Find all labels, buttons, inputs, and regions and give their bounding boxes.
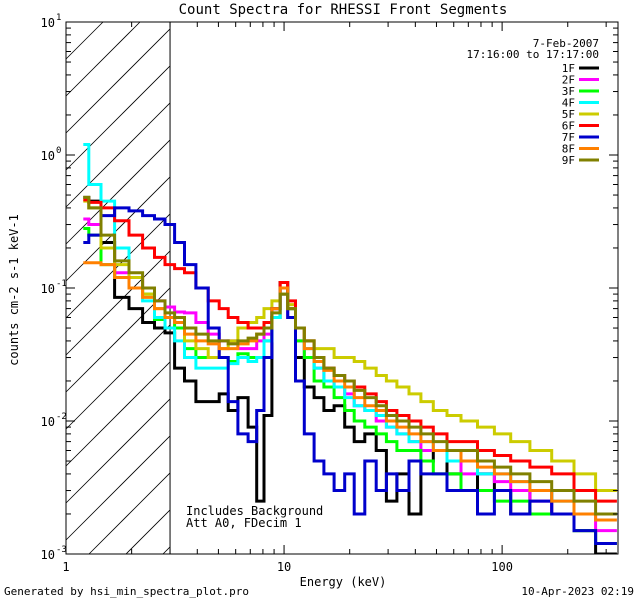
- legend-time-range: 17:16:00 to 17:17:00: [467, 48, 599, 61]
- legend-label-3F: 3F: [562, 85, 575, 98]
- hatch-line-5: [65, 102, 171, 208]
- series-2F: [83, 217, 617, 533]
- y-tick-label: 10: [41, 16, 55, 30]
- legend-label-4F: 4F: [562, 97, 575, 110]
- y-tick-exponent: 1: [56, 13, 61, 23]
- y-tick-label: 10: [41, 415, 55, 429]
- x-tick-label: 1: [62, 560, 69, 574]
- x-tick-label: 10: [277, 560, 291, 574]
- legend-label-1F: 1F: [562, 62, 575, 75]
- hatch-line-17: [162, 546, 171, 555]
- hatch-line-10: [65, 287, 171, 393]
- legend-label-2F: 2F: [562, 74, 575, 87]
- legend-label-7F: 7F: [562, 131, 575, 144]
- annotation-background: Includes Background: [186, 504, 323, 518]
- chart-title: Count Spectra for RHESSI Front Segments: [179, 2, 508, 18]
- legend-label-9F: 9F: [562, 154, 575, 167]
- attenuator-hatch-region: [65, 21, 171, 555]
- series-6F: [83, 198, 617, 503]
- footer-generator: Generated by hsi_min_spectra_plot.pro: [4, 585, 250, 598]
- hatch-line-1: [65, 21, 104, 60]
- hatch-line-15: [88, 472, 171, 555]
- hatch-line-12: [65, 361, 171, 467]
- y-tick-label: 10: [41, 548, 55, 562]
- hatch-line-14: [65, 435, 171, 541]
- annotation-attenuator: Att A0, FDecim 1: [186, 516, 302, 530]
- hatch-line-2: [65, 21, 141, 97]
- hatch-line-13: [65, 398, 171, 504]
- legend-label-8F: 8F: [562, 143, 575, 156]
- y-axis-label: counts cm-2 s-1 keV-1: [7, 214, 21, 366]
- y-tick-exponent: -2: [56, 412, 67, 422]
- footer-date: 10-Apr-2023 02:19: [521, 585, 634, 598]
- legend-date: 7-Feb-2007: [533, 37, 599, 50]
- y-axis-label-text: counts cm-2 s-1 keV-1: [7, 214, 21, 366]
- y-tick-exponent: -1: [56, 279, 67, 289]
- x-tick-label: 100: [491, 560, 513, 574]
- legend-label-5F: 5F: [562, 108, 575, 121]
- hatch-line-4: [65, 65, 171, 171]
- y-tick-label: 10: [41, 149, 55, 163]
- y-tick-label: 10: [41, 282, 55, 296]
- x-axis-label: Energy (keV): [300, 575, 387, 589]
- hatch-line-3: [65, 28, 171, 134]
- hatch-line-6: [65, 139, 171, 245]
- y-tick-exponent: 0: [56, 146, 61, 156]
- series-7F: [83, 206, 617, 545]
- legend-label-6F: 6F: [562, 120, 575, 133]
- series-group: [83, 143, 617, 554]
- series-9F: [83, 195, 617, 516]
- y-tick-exponent: -3: [56, 545, 67, 555]
- hatch-line-11: [65, 324, 171, 430]
- hatch-line-9: [65, 250, 171, 356]
- series-5F: [83, 199, 617, 492]
- hatch-line-16: [125, 509, 171, 555]
